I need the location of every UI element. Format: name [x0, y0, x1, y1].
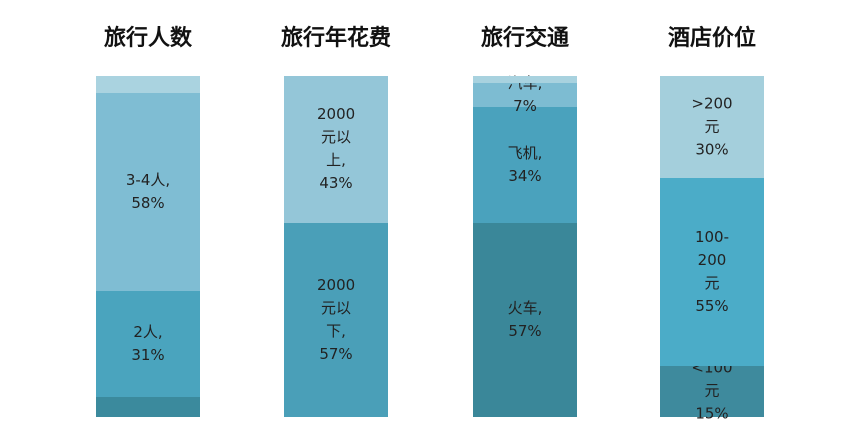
- segment-value: 58%: [131, 193, 165, 212]
- chart-title: 旅行人数: [103, 26, 192, 51]
- segment-name: 3-4人,: [125, 170, 171, 189]
- segment-value: 31%: [131, 345, 165, 364]
- chart-title: 酒店价位: [667, 26, 756, 51]
- bar-segment: 2人, 31%: [96, 290, 200, 397]
- segment-name: >200元: [691, 94, 733, 136]
- segment-label: 3-4人, 58%: [108, 169, 188, 215]
- segment-value: 34%: [508, 166, 542, 185]
- segment-name: 2000元以下,: [317, 275, 356, 340]
- bar-segment: 3-4人, 58%: [96, 93, 200, 291]
- segment-value: 15%: [695, 404, 729, 423]
- segment-label: 2000元以下, 57%: [317, 274, 355, 366]
- segment-value: 7%: [513, 96, 537, 115]
- segment-value: 57%: [508, 321, 542, 340]
- segment-label: >200元 30%: [691, 93, 733, 162]
- bar-segment: 2000元以上, 43%: [284, 76, 388, 223]
- segment-name: 2人,: [133, 322, 163, 341]
- bar-segment: >200元 30%: [660, 76, 764, 179]
- chart-title: 旅行交通: [480, 26, 569, 51]
- bar-segment: 火车, 57%: [473, 222, 577, 417]
- segment-label: 飞机, 34%: [485, 142, 565, 188]
- bar-segment: [96, 76, 200, 94]
- segment-value: 43%: [319, 174, 353, 193]
- bar-segment: <100元 15%: [660, 359, 764, 423]
- segment-label: 2000元以上, 43%: [317, 103, 355, 195]
- segment-value: 30%: [695, 140, 729, 159]
- segment-name: 飞机,: [507, 143, 543, 162]
- bar-segment: [96, 396, 200, 417]
- segment-name: 100-200元: [694, 228, 730, 293]
- bar-segment: 飞机, 34%: [473, 106, 577, 223]
- bar-segment: [473, 76, 577, 83]
- bar-segment: 汽车,7%: [473, 74, 577, 115]
- bar-segment: 2000元以下, 57%: [284, 222, 388, 417]
- segment-label: 火车, 57%: [485, 297, 565, 343]
- bar-segment: 100-200元 55%: [660, 178, 764, 366]
- segment-name: 火车,: [507, 298, 543, 317]
- segment-value: 57%: [319, 344, 353, 363]
- segment-label: <100元 15%: [691, 357, 733, 426]
- segment-name: 2000元以上,: [317, 105, 356, 170]
- chart-title: 旅行年花费: [280, 26, 391, 51]
- segment-label: 2人, 31%: [108, 321, 188, 367]
- segment-value: 55%: [695, 297, 729, 316]
- segment-label: 100-200元 55%: [691, 226, 733, 318]
